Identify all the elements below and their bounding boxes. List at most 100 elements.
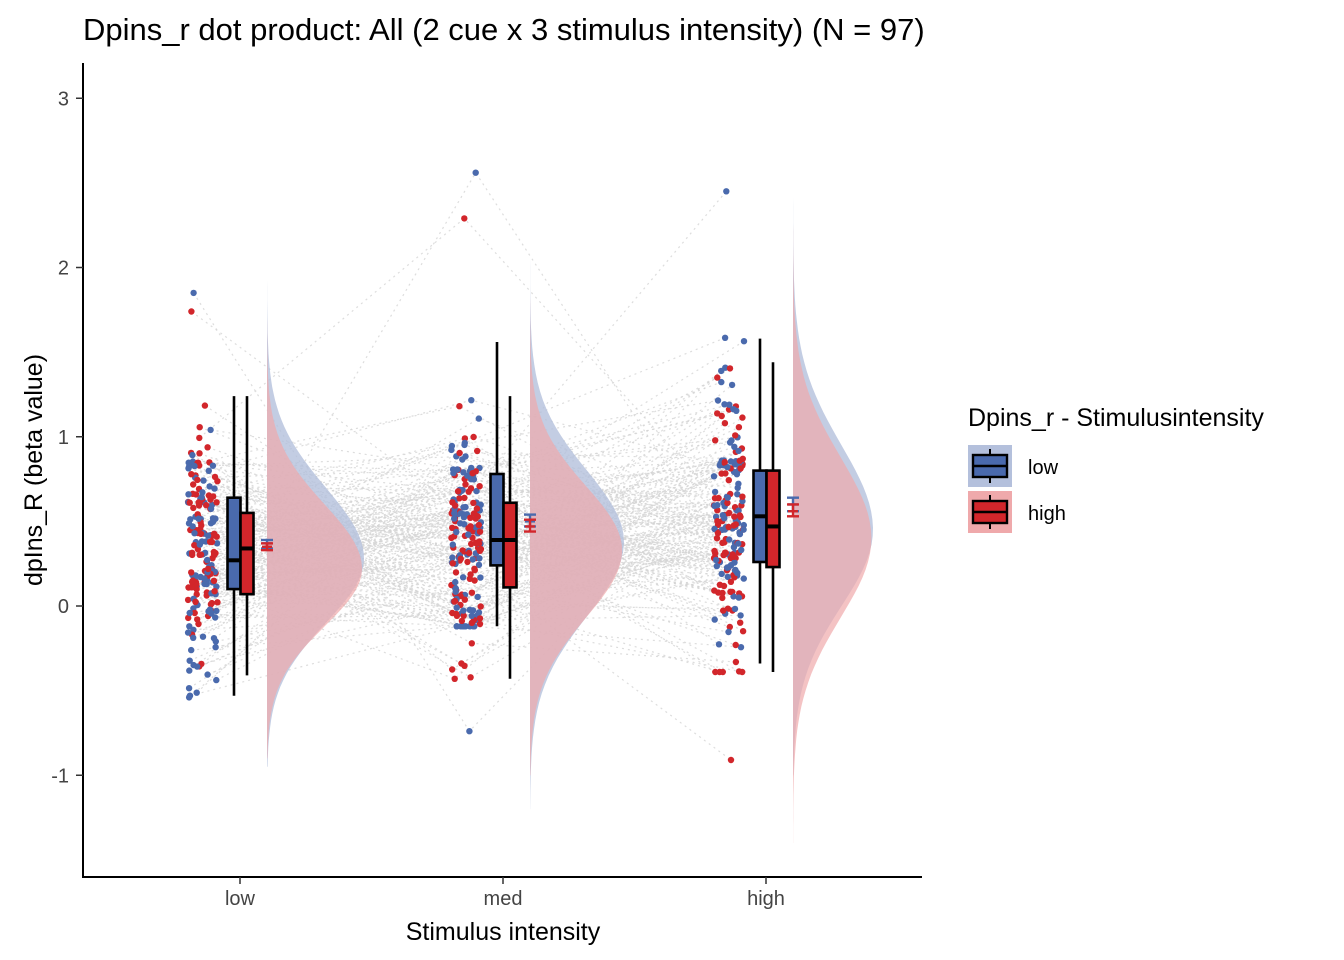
point-high-med [467, 485, 475, 492]
point-high-med [474, 447, 481, 455]
point-high-high [727, 578, 735, 585]
point-high-high [725, 477, 732, 484]
point-high-high [714, 374, 721, 381]
point-high-low [188, 471, 195, 478]
plot-panel [184, 98, 873, 844]
point-high-high [714, 518, 721, 525]
point-low-high [718, 378, 725, 386]
subject-line [206, 417, 738, 581]
box-iqr [502, 501, 518, 589]
legend-label: low [1028, 457, 1059, 479]
point-high-high [732, 432, 739, 439]
subject-line [187, 542, 738, 601]
density-high-med [530, 250, 623, 776]
point-high-med [461, 596, 468, 603]
point-high-med [456, 449, 463, 457]
point-high-med [453, 612, 461, 619]
errbar-high-high [787, 503, 799, 518]
point-high-med [470, 499, 477, 507]
point-high-low [186, 499, 193, 506]
axes: -1 0 1 2 3 low med high [51, 63, 922, 910]
subject-line [193, 507, 730, 628]
point-high-med [458, 617, 466, 625]
point-high-low [190, 504, 197, 512]
point-low-med [462, 453, 469, 460]
box-iqr [489, 472, 505, 567]
point-high-high [716, 581, 724, 588]
error-bar-layer [261, 496, 799, 552]
point-low-low [204, 556, 211, 564]
subject-line [199, 426, 743, 545]
subject-line [204, 515, 740, 536]
point-high-low [210, 550, 218, 558]
point-low-high [739, 497, 746, 505]
point-low-med [465, 531, 472, 538]
y-tick-label: 2 [58, 258, 69, 280]
point-high-med [469, 470, 476, 477]
point-low-high [712, 556, 720, 564]
point-high-low [197, 551, 205, 558]
subject-line [197, 405, 733, 556]
point-low-low [189, 451, 196, 459]
point-high-med [452, 569, 460, 576]
point-low-high [711, 616, 718, 623]
x-tick-label: high [747, 888, 785, 910]
point-high-high [719, 539, 726, 547]
point-high-low [189, 551, 196, 559]
point-high-high [732, 521, 739, 528]
point-high-low [195, 502, 203, 509]
point-low-low [207, 505, 215, 512]
box-high-med [502, 396, 518, 679]
point-high-high [731, 513, 738, 520]
point-high-high [718, 412, 725, 420]
box-low-high [752, 338, 768, 664]
point-low-high [732, 566, 739, 574]
legend-title: Dpins_r - Stimulusintensity [968, 404, 1264, 432]
box-low-med [489, 341, 505, 627]
point-low-med [459, 574, 467, 581]
point-low-high [714, 502, 721, 509]
point-low-high [737, 612, 744, 619]
point-low-high [719, 512, 727, 519]
point-high-high [722, 470, 729, 477]
point-high-med [465, 549, 473, 557]
point-high-high [721, 420, 729, 427]
point-low-low [190, 289, 197, 297]
point-high-med [457, 555, 464, 562]
point-high-med [461, 215, 468, 222]
point-high-med [461, 662, 468, 669]
point-high-low [206, 538, 214, 545]
point-low-high [740, 526, 747, 533]
point-high-med [477, 603, 484, 610]
point-low-high [721, 401, 728, 408]
point-low-high [735, 480, 742, 487]
point-high-low [196, 450, 203, 457]
point-high-med [476, 620, 484, 628]
point-low-low [213, 607, 220, 615]
point-low-high [718, 570, 725, 578]
point-low-high [728, 381, 736, 389]
legend-entry-low: low [968, 445, 1059, 487]
point-high-med [451, 598, 458, 605]
point-high-low [201, 402, 209, 409]
point-low-med [466, 728, 473, 735]
point-low-med [459, 623, 466, 630]
point-high-med [471, 577, 478, 584]
box-iqr [226, 496, 242, 591]
subject-line [212, 513, 729, 528]
point-low-low [212, 644, 219, 651]
point-high-high [727, 756, 735, 764]
point-high-low [191, 542, 198, 549]
point-low-med [474, 593, 481, 601]
point-low-high [740, 338, 748, 345]
y-axis-ticks: -1 0 1 2 3 [51, 88, 83, 787]
x-tick-label: med [484, 888, 523, 910]
point-low-high [734, 491, 741, 498]
point-low-low [210, 635, 218, 642]
point-high-med [454, 488, 462, 495]
subject-line [199, 460, 723, 603]
point-low-high [735, 540, 742, 547]
x-axis-title: Stimulus intensity [406, 918, 601, 946]
point-low-low [190, 661, 197, 669]
